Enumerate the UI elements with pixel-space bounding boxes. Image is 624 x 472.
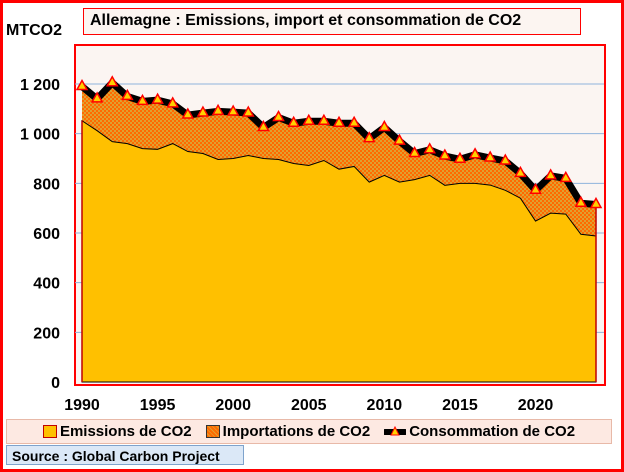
consumption-marker	[483, 150, 497, 162]
consumption-marker	[242, 105, 255, 117]
consumption-marker	[468, 147, 482, 159]
y-tick-label: 600	[33, 226, 60, 243]
legend-swatch-consumption	[384, 425, 407, 435]
x-tick-label: 1995	[140, 397, 176, 414]
x-tick-label: 2020	[518, 397, 554, 414]
legend-swatch-imports	[205, 425, 220, 438]
consumption-marker	[90, 91, 104, 103]
area-importations	[82, 82, 596, 236]
consumption-marker	[332, 115, 346, 127]
y-tick-label: 1 200	[20, 77, 60, 94]
y-tick-label: 800	[33, 176, 60, 193]
chart-svg: 0 200 400 600 800 1 000 1 200 1990 1995 2000 2005…	[20, 44, 606, 414]
consumption-marker	[438, 148, 452, 160]
consumption-marker	[393, 133, 406, 145]
source-note: Source : Global Carbon Project	[6, 445, 244, 465]
consumption-marker	[257, 119, 270, 132]
y-tick-label: 200	[33, 325, 60, 342]
consumption-marker	[317, 113, 331, 125]
x-tick-label: 2010	[367, 397, 403, 414]
legend-item-emissions: Emissions de CO2	[42, 423, 192, 440]
legend: Emissions de CO2 Importations de CO2 Con…	[6, 419, 612, 444]
consumption-marker	[211, 103, 225, 116]
legend-label-emissions: Emissions de CO2	[59, 423, 192, 440]
consumption-marker	[529, 182, 542, 195]
y-axis-unit-label: MTCO2	[6, 22, 62, 39]
y-tick-label: 1 000	[20, 127, 60, 144]
consumption-marker	[181, 107, 195, 119]
chart-title: Allemagne : Emissions, import et consomm…	[90, 12, 522, 29]
x-tick-label: 1990	[64, 397, 100, 414]
consumption-marker	[347, 115, 361, 127]
consumption-marker	[514, 165, 527, 178]
consumption-marker	[151, 92, 164, 104]
y-axis-ticks: 0 200 400 600 800 1 000 1 200	[20, 77, 60, 392]
consumption-marker	[302, 113, 316, 125]
legend-label-consumption: Consommation de CO2	[409, 423, 576, 440]
legend-item-consumption: Consommation de CO2	[384, 423, 575, 440]
consumption-marker	[105, 75, 119, 87]
x-axis-ticks: 1990 1995 2000 2005 2010 2015 2020	[64, 397, 553, 414]
consumption-marker	[272, 109, 285, 122]
consumption-marker	[362, 131, 376, 143]
line-markers	[75, 75, 603, 209]
legend-label-imports: Importations de CO2	[222, 423, 371, 440]
consumption-marker	[423, 142, 436, 154]
consumption-marker	[453, 151, 467, 163]
x-tick-label: 2015	[442, 397, 478, 414]
consumption-marker	[287, 115, 300, 127]
consumption-marker	[121, 88, 134, 101]
consumption-marker	[559, 170, 573, 183]
consumption-marker	[75, 78, 89, 91]
consumption-marker	[408, 145, 421, 158]
consumption-marker	[226, 104, 240, 116]
legend-item-imports: Importations de CO2	[205, 423, 371, 440]
y-tick-label: 0	[51, 375, 60, 392]
legend-swatch-emissions	[42, 425, 57, 438]
consumption-marker	[574, 195, 588, 207]
consumption-marker	[499, 153, 512, 165]
consumption-marker	[196, 105, 210, 117]
consumption-marker	[589, 196, 603, 209]
x-tick-label: 2000	[215, 397, 251, 414]
area-emissions	[81, 119, 597, 383]
consumption-marker	[378, 119, 391, 132]
x-tick-label: 2005	[291, 397, 327, 414]
consumption-marker	[166, 96, 179, 108]
y-tick-label: 400	[33, 276, 60, 293]
consumption-marker	[544, 168, 557, 180]
consumption-marker	[136, 93, 149, 106]
chart-title-box: Allemagne : Emissions, import et consomm…	[83, 8, 581, 35]
